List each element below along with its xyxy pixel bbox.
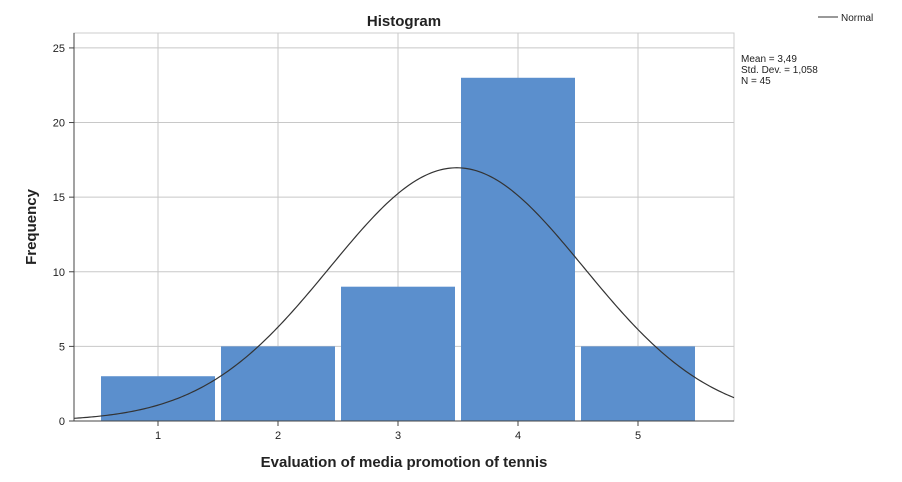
bar-5: [581, 346, 695, 421]
y-tick-label-5: 5: [59, 341, 65, 353]
bars: [101, 77, 695, 422]
bar-3: [341, 286, 455, 421]
x-ticks: 1 2 3 4 5: [155, 421, 641, 442]
y-axis-label: Frequency: [23, 188, 40, 265]
stats-mean: Mean = 3,49: [741, 54, 797, 65]
x-tick-label-2: 2: [275, 430, 281, 442]
y-tick-label-0: 0: [59, 416, 65, 428]
y-tick-label-10: 10: [53, 267, 65, 279]
x-axis-label: Evaluation of media promotion of tennis: [261, 454, 548, 471]
bar-4: [461, 77, 575, 422]
stats-box: Mean = 3,49 Std. Dev. = 1,058 N = 45: [741, 54, 818, 87]
stats-n: N = 45: [741, 76, 771, 87]
y-ticks: 0 5 10 15 20 25: [53, 43, 74, 428]
x-tick-label-3: 3: [395, 430, 401, 442]
chart-title: Histogram: [367, 13, 441, 30]
legend-label-normal: Normal: [841, 13, 873, 24]
stats-std-dev: Std. Dev. = 1,058: [741, 65, 818, 76]
x-tick-label-4: 4: [515, 430, 521, 442]
legend: Normal: [818, 13, 873, 24]
normal-curve: [73, 167, 735, 419]
x-tick-label-5: 5: [635, 430, 641, 442]
y-tick-label-15: 15: [53, 192, 65, 204]
y-tick-label-25: 25: [53, 43, 65, 55]
y-tick-label-20: 20: [53, 118, 65, 130]
bar-2: [221, 346, 335, 421]
x-tick-label-1: 1: [155, 430, 161, 442]
